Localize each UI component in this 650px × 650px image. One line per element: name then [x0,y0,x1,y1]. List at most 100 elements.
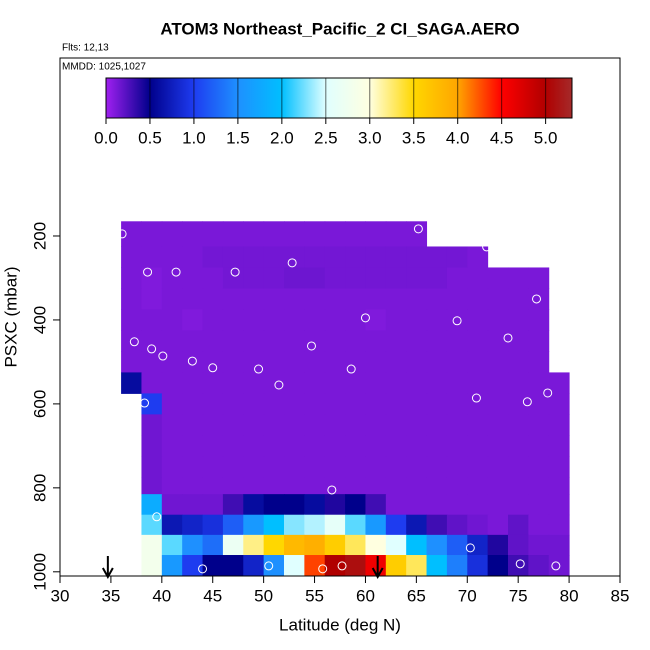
heat-cell [365,414,387,436]
heat-cell [121,351,142,373]
colorbar-tick-label: 3.5 [402,128,426,147]
heat-cell [467,351,489,373]
heat-cell [161,246,183,268]
heat-cell [141,534,163,556]
heat-cell [161,456,183,478]
sample-point [129,337,139,347]
sample-point [171,267,181,277]
heat-cell [141,309,163,331]
heat-cell [284,351,305,373]
heat-cell [222,534,244,556]
heat-cell [548,435,570,457]
heat-cell [304,246,326,268]
heat-cell [202,534,224,556]
heat-cell [548,393,570,415]
heat-cell [426,435,448,457]
heat-cell [284,246,305,268]
heat-cell [304,514,326,536]
heat-cell [263,555,285,577]
heat-cell [284,555,305,577]
heat-cell [304,555,326,577]
sample-point [158,351,168,361]
sample-point [515,559,525,569]
heat-cell [202,267,224,289]
heat-cell [365,267,387,289]
heat-cell [304,494,326,516]
sample-point [337,561,347,571]
heat-cell [161,372,183,394]
heat-cell [385,221,407,247]
heat-cell [121,309,142,331]
heat-cell [304,267,326,289]
heat-cell [467,514,489,536]
heat-cell [385,534,407,556]
heat-cell [141,221,163,247]
heat-cell [508,534,529,556]
heat-cell [121,288,142,310]
arrow-marker [101,556,114,580]
sample-point [551,561,561,571]
heat-cell [161,414,183,436]
sample-point [543,388,553,398]
heat-cell [345,456,366,478]
heat-cell [487,435,509,457]
sample-point [452,316,462,326]
heat-cell [141,494,163,516]
heat-cell [528,494,550,516]
heat-cell [243,267,265,289]
heat-cell [182,393,204,415]
heat-cell [284,288,305,310]
heat-cell [406,477,428,495]
heat-cell [182,246,204,268]
heat-cell [406,435,428,457]
heat-cell [202,477,224,495]
heat-cell [141,246,163,268]
heat-cell [121,330,142,352]
heat-cell [385,514,407,536]
heat-cell [324,477,346,495]
heat-cell [365,221,387,247]
sample-point [413,224,423,234]
heat-cell [406,456,428,478]
heat-cell [161,267,183,289]
heat-cell [406,555,428,577]
heat-cell [182,555,204,577]
heat-cell [345,534,366,556]
heat-cell [365,494,387,516]
sample-point [117,229,127,239]
heat-cell [284,393,305,415]
heat-cell [345,351,366,373]
x-tick-label: 70 [458,586,477,605]
colorbar-tick-label: 4.0 [446,128,470,147]
heat-cell [365,309,387,331]
heat-cell [345,221,366,247]
heat-cell [182,372,204,394]
heat-cell [222,309,244,331]
heat-cell [446,330,468,352]
heat-cell [365,534,387,556]
x-tick-label: 40 [152,586,171,605]
subtitle: Flts: 12,13 [62,43,109,54]
colorbar-tick-label: 5.0 [534,128,558,147]
y-tick-label: 800 [30,474,49,502]
heat-cell [426,456,448,478]
heat-cell [202,372,224,394]
heat-cell [304,393,326,415]
heat-cell [406,267,428,289]
sample-point [274,380,284,390]
sample-point [287,258,297,268]
heat-cell [324,435,346,457]
heat-cell [528,477,550,495]
sample-point [327,485,337,495]
colorbar-tick-label: 3.0 [358,128,382,147]
heat-cell [528,351,550,373]
heat-cell [508,393,529,415]
heat-cell [121,246,142,268]
heat-cell [467,555,489,577]
heat-cell [345,288,366,310]
heat-cell [446,435,468,457]
heat-cell [182,330,204,352]
heat-cell [345,246,366,268]
heat-cell [243,534,265,556]
heat-cell [202,393,224,415]
